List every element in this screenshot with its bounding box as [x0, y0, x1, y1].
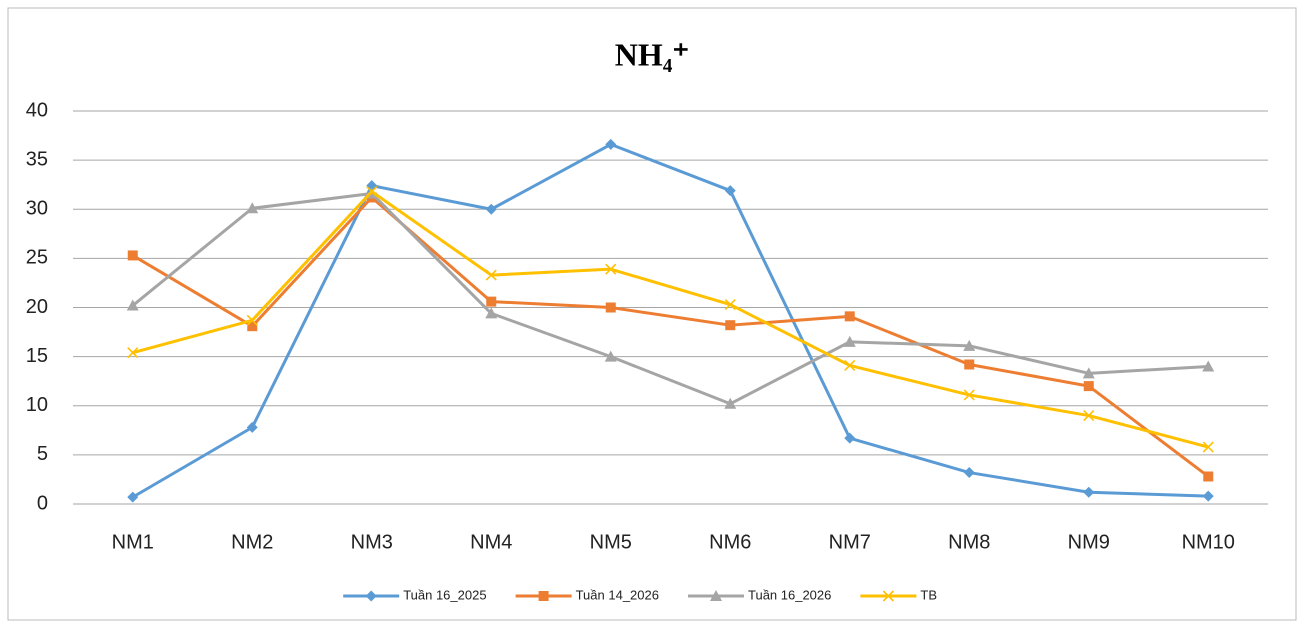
marker	[605, 302, 616, 313]
marker	[844, 311, 855, 322]
y-tick-label: 30	[26, 198, 48, 220]
chart-title: NH₄⁺	[615, 36, 689, 72]
y-tick-label: 40	[26, 99, 48, 121]
marker	[246, 314, 258, 326]
y-tick-label: 0	[37, 492, 48, 514]
marker	[366, 185, 378, 198]
marker	[963, 339, 976, 351]
marker	[724, 185, 736, 197]
y-tick-label: 35	[26, 148, 48, 170]
series-line	[132, 190, 1209, 449]
marker	[1083, 381, 1094, 392]
marker	[844, 359, 856, 372]
marker	[127, 250, 138, 261]
marker	[882, 590, 894, 602]
marker	[605, 263, 617, 275]
y-tick-label: 10	[26, 394, 48, 416]
legend-label: Tuần 16_2026	[748, 587, 831, 602]
series-line	[131, 192, 1209, 406]
marker	[1083, 410, 1095, 422]
x-tick-label: NM2	[231, 531, 273, 553]
y-tick-label: 5	[37, 443, 48, 465]
marker	[246, 421, 258, 433]
marker	[485, 307, 498, 319]
marker	[1083, 486, 1095, 498]
marker	[485, 203, 497, 215]
x-tick-label: NM6	[709, 531, 751, 553]
marker	[247, 321, 258, 332]
marker	[964, 359, 975, 370]
legend-label: TB	[920, 587, 937, 602]
x-tick-label: NM4	[470, 531, 512, 553]
x-tick-label: NM8	[948, 531, 990, 553]
x-tick-label: NM5	[590, 531, 632, 553]
marker	[538, 591, 549, 601]
marker	[127, 491, 139, 503]
y-tick-label: 20	[26, 296, 48, 318]
marker	[1202, 360, 1215, 372]
marker	[1202, 490, 1214, 502]
marker	[1202, 441, 1214, 453]
x-tick-label: NM9	[1068, 531, 1110, 553]
series-line	[131, 142, 1209, 499]
series-line	[131, 195, 1210, 478]
marker	[725, 320, 736, 331]
marker	[485, 269, 497, 281]
marker	[724, 298, 736, 311]
marker	[963, 389, 975, 401]
marker	[127, 347, 139, 359]
y-tick-label: 25	[26, 247, 48, 269]
marker	[605, 138, 617, 150]
marker	[844, 432, 856, 444]
marker	[724, 397, 737, 409]
marker	[486, 296, 497, 307]
marker	[365, 590, 377, 602]
legend-label: Tuần 14_2026	[576, 587, 659, 602]
marker	[1082, 367, 1095, 379]
x-tick-label: NM3	[351, 531, 393, 553]
marker	[1203, 471, 1214, 482]
x-tick-label: NM10	[1182, 531, 1235, 553]
x-tick-label: NM1	[112, 531, 154, 553]
marker	[604, 350, 617, 362]
marker	[126, 299, 139, 311]
x-tick-label: NM7	[829, 531, 871, 553]
legend-label: Tuần 16_2025	[403, 587, 486, 602]
marker	[843, 335, 856, 347]
marker	[963, 467, 975, 479]
marker	[710, 590, 722, 601]
marker	[246, 202, 259, 214]
y-tick-label: 15	[26, 345, 48, 367]
